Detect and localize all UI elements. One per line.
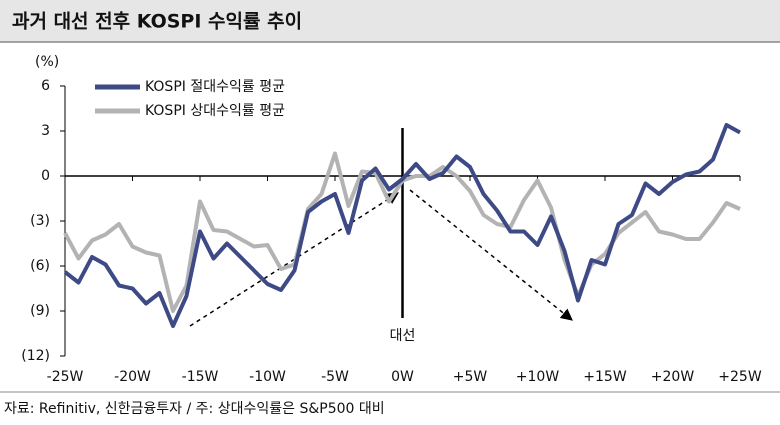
source: 자료: Refinitiv, 신한금융투자 / 주: 상대수익률은 S&P500… bbox=[4, 401, 385, 417]
y-tick-label: 3 bbox=[41, 123, 50, 139]
x-tick-label: -25W bbox=[47, 369, 84, 385]
x-tick-label: 0W bbox=[391, 369, 414, 385]
y-tick-label: 6 bbox=[41, 78, 50, 94]
y-tick-label: 0 bbox=[41, 168, 50, 184]
title-bar bbox=[0, 0, 780, 42]
y-unit: (%) bbox=[35, 54, 59, 70]
annotation: 대선 bbox=[390, 328, 416, 344]
chart-title: 과거 대선 전후 KOSPI 수익률 추이 bbox=[12, 11, 302, 33]
y-tick-label: (6) bbox=[30, 258, 50, 274]
x-tick-label: +5W bbox=[453, 369, 488, 385]
x-tick-label: -20W bbox=[114, 369, 151, 385]
y-tick-label: (3) bbox=[30, 213, 50, 229]
x-tick-label: -10W bbox=[249, 369, 286, 385]
y-tick-label: (12) bbox=[21, 348, 50, 364]
legend-label: KOSPI 상대수익률 평균 bbox=[145, 103, 285, 119]
x-tick-label: -15W bbox=[182, 369, 219, 385]
x-tick-label: +15W bbox=[583, 369, 627, 385]
line-series bbox=[63, 123, 741, 328]
x-tick-label: -5W bbox=[321, 369, 349, 385]
x-tick-label: +10W bbox=[516, 369, 560, 385]
x-tick-label: +25W bbox=[718, 369, 762, 385]
x-tick-label: +20W bbox=[651, 369, 695, 385]
y-tick-label: (9) bbox=[30, 303, 50, 319]
trend-arrow bbox=[409, 189, 573, 321]
legend-label: KOSPI 절대수익률 평균 bbox=[145, 79, 285, 95]
